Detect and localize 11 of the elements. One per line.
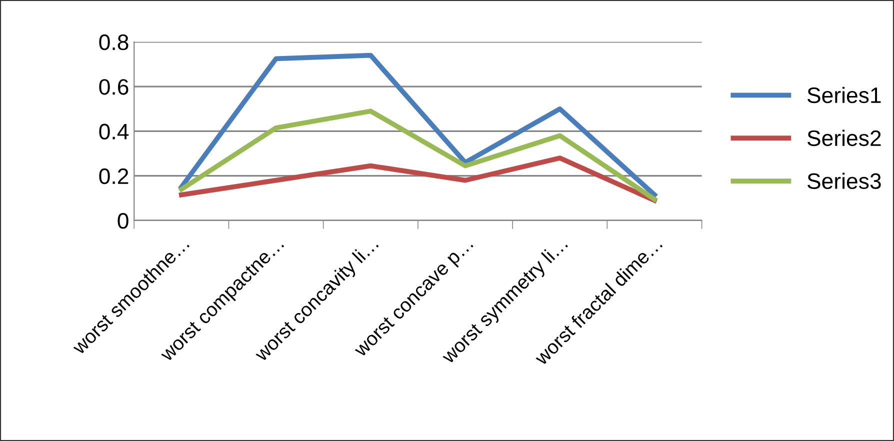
y-tick-label: 0.4 xyxy=(99,124,129,140)
legend-label: Series1 xyxy=(807,86,881,104)
y-tick-label: 0.2 xyxy=(99,168,128,184)
line-series xyxy=(178,108,657,202)
y-tick-label: 0 xyxy=(118,213,128,229)
y-tick-label: 0.6 xyxy=(99,79,128,95)
y-tick-label: 0.8 xyxy=(99,34,128,50)
line-series xyxy=(178,156,657,203)
line-series xyxy=(178,52,657,198)
legend-label: Series2 xyxy=(807,130,881,146)
legend-label: Series3 xyxy=(807,172,881,190)
